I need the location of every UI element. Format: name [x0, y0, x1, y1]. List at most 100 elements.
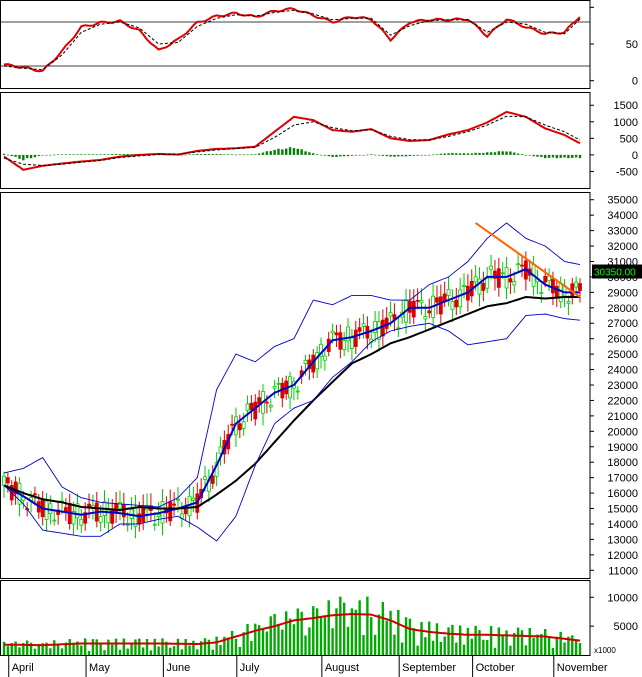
histogram-bar — [250, 154, 253, 155]
histogram-bar — [397, 154, 400, 157]
y-tick-label: 1500 — [614, 100, 638, 112]
volume-bar — [49, 648, 52, 655]
histogram-bar — [273, 149, 276, 155]
candle-body — [52, 519, 57, 522]
volume-bar — [141, 647, 145, 655]
last-price-label: 30350.00 — [594, 268, 636, 279]
candle-body — [574, 281, 579, 288]
histogram-bar — [578, 154, 582, 159]
histogram-bar — [103, 154, 106, 155]
candle-body — [152, 523, 157, 526]
volume-bar — [95, 639, 98, 655]
volume-bar — [400, 642, 404, 655]
histogram-bar — [33, 154, 37, 158]
macd-macd-line — [3, 110, 581, 171]
histogram-bar — [188, 154, 191, 156]
histogram-bar — [559, 154, 562, 158]
volume-bar — [134, 639, 137, 655]
histogram-bar — [49, 154, 52, 156]
candle-body — [13, 481, 18, 495]
volume-bar — [33, 648, 37, 655]
candle-body — [516, 263, 521, 266]
histogram-bar — [242, 154, 245, 156]
volume-bar — [103, 650, 106, 655]
volume-bar — [242, 632, 245, 655]
histogram-bar — [489, 152, 493, 155]
candle-body — [253, 401, 258, 420]
histogram-bar — [366, 154, 369, 156]
histogram-bar — [265, 151, 269, 155]
histogram-bar — [424, 154, 427, 156]
volume-bar — [563, 642, 566, 655]
candle-body — [268, 404, 273, 408]
histogram-bar — [304, 151, 307, 155]
histogram-bar — [532, 154, 535, 157]
volume-bar — [323, 616, 327, 655]
volume-bar — [315, 608, 319, 655]
histogram-bar — [76, 154, 79, 155]
volume-bar — [404, 617, 408, 655]
candle-body — [423, 316, 428, 320]
volume-bar — [567, 636, 570, 655]
histogram-bar — [455, 153, 458, 155]
volume-bar — [126, 648, 129, 655]
candle-body — [172, 503, 176, 506]
histogram-bar — [130, 154, 133, 155]
histogram-bar — [370, 154, 373, 155]
histogram-bar — [203, 153, 207, 155]
volume-bar — [308, 627, 311, 655]
histogram-bar — [223, 154, 226, 155]
volume-bar — [551, 647, 555, 655]
y-tick-label: 50 — [626, 39, 638, 51]
histogram-bar — [68, 154, 71, 155]
volume-bar — [273, 613, 276, 655]
histogram-bar — [339, 154, 342, 157]
volume-bar — [211, 649, 214, 655]
histogram-bar — [362, 154, 365, 156]
volume-bar — [91, 639, 95, 655]
candle-body — [334, 332, 339, 336]
histogram-bar — [544, 154, 547, 159]
histogram-bar — [520, 154, 524, 155]
volume-bar — [292, 624, 296, 655]
volume-bar — [118, 649, 122, 655]
y-tick-label: 11000 — [608, 565, 638, 577]
volume-bar — [362, 635, 365, 655]
volume-bar — [435, 623, 439, 655]
histogram-bar — [56, 154, 60, 156]
histogram-bar — [540, 154, 543, 157]
candle-body — [295, 390, 300, 393]
histogram-bar — [300, 149, 303, 155]
histogram-bar — [215, 154, 218, 155]
volume-bar — [447, 627, 450, 655]
histogram-bar — [563, 154, 566, 158]
histogram-bar — [501, 151, 504, 155]
volume-bar — [385, 620, 388, 655]
volume-bar — [493, 647, 497, 655]
candle-body — [237, 423, 242, 431]
histogram-bar — [420, 154, 423, 156]
y-tick-label: 26000 — [607, 334, 638, 346]
y-tick-label: 18000 — [607, 457, 638, 469]
candle-body — [330, 330, 335, 334]
candle-body — [33, 493, 37, 496]
histogram-bar — [404, 154, 408, 157]
histogram-bar — [400, 154, 404, 157]
volume-bar — [520, 630, 524, 655]
candle-body — [411, 300, 416, 318]
histogram-bar — [6, 154, 10, 156]
candle-body — [156, 513, 161, 518]
volume-bar — [230, 630, 234, 655]
candle-body — [342, 340, 347, 351]
volume-bar — [331, 628, 334, 655]
volume-bar — [516, 627, 520, 655]
histogram-bar — [327, 154, 330, 157]
volume-bar — [29, 642, 33, 655]
candle-body — [477, 278, 482, 295]
candle-body — [388, 312, 393, 317]
candle-body — [276, 382, 281, 385]
macd-panel: 1500 1000 500 0 -500 — [0, 92, 638, 189]
volume-bar — [188, 645, 191, 655]
candle-body — [350, 337, 354, 349]
histogram-bar — [277, 148, 280, 155]
